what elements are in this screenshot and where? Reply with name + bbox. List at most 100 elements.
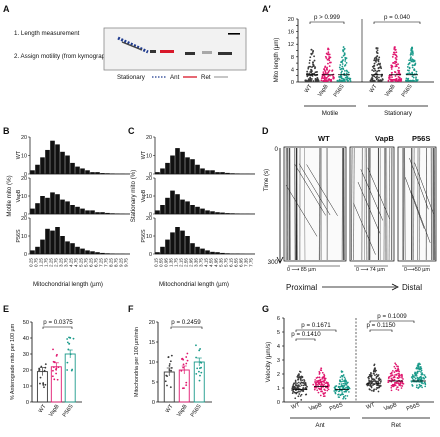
data-point <box>42 382 45 384</box>
data-point <box>301 379 304 382</box>
data-point <box>298 374 300 376</box>
histogram-bar <box>180 230 185 254</box>
data-point <box>343 385 345 387</box>
data-point <box>182 363 185 366</box>
data-point <box>328 59 331 62</box>
data-point <box>373 79 376 82</box>
data-point <box>337 393 339 396</box>
data-point <box>198 349 201 352</box>
histogram-bar <box>175 227 180 254</box>
data-point <box>69 353 72 356</box>
data-point <box>324 65 327 68</box>
data-point <box>375 47 378 50</box>
legend-ret: Ret <box>201 74 211 81</box>
bar-scatter: 0 5 10 15 20 <box>149 320 205 406</box>
data-point <box>305 384 307 387</box>
data-point <box>164 380 167 383</box>
data-point <box>399 376 401 379</box>
data-point <box>371 69 374 72</box>
data-point <box>375 59 378 61</box>
data-point <box>340 79 343 82</box>
histogram-bar <box>185 236 190 254</box>
data-point <box>344 58 347 61</box>
histogram-bar <box>115 213 120 214</box>
data-point <box>349 80 352 82</box>
data-point <box>374 76 377 79</box>
histogram-bar <box>70 205 75 214</box>
data-point <box>323 69 326 71</box>
stationary-track <box>351 147 353 261</box>
data-point <box>406 78 409 80</box>
data-point <box>391 80 394 82</box>
x-tick-label: 0.55 <box>159 258 164 267</box>
scale-vapb: 0 ⟶ 74 µm <box>356 267 385 273</box>
histogram-bar <box>45 197 50 214</box>
histogram-bar <box>185 157 190 174</box>
data-point <box>340 383 343 385</box>
data-point <box>374 370 377 373</box>
scatter-points <box>304 46 419 82</box>
data-point <box>342 67 344 70</box>
x-tick-label: 5.25 <box>79 258 84 267</box>
x-tick-label: 5.75 <box>84 258 89 267</box>
data-point <box>297 390 300 393</box>
data-point <box>199 348 201 350</box>
data-point <box>376 75 378 78</box>
data-point <box>424 385 427 388</box>
histogram-bar <box>195 164 200 174</box>
data-point <box>418 362 420 365</box>
data-point <box>390 372 393 375</box>
data-point <box>314 379 317 381</box>
data-point <box>405 79 407 82</box>
data-point <box>375 373 378 376</box>
histogram-bar <box>50 140 55 174</box>
x-tick-label: 7.35 <box>244 258 249 267</box>
panel-g: G Velocity (µm/s) 0 1 2 3 4 5 6 p = 0.1410 p =… <box>262 304 434 429</box>
data-point <box>44 366 47 369</box>
data-point <box>394 65 397 68</box>
histogram-bar <box>75 206 80 214</box>
data-point <box>296 382 298 385</box>
data-point <box>424 376 427 379</box>
data-point <box>395 388 398 390</box>
y-bottom: 300 <box>268 259 279 266</box>
motility-legend: Stationary Ant Ret <box>117 74 228 81</box>
data-point <box>343 80 346 82</box>
data-point <box>377 67 380 69</box>
stationary-track <box>342 147 344 261</box>
data-point <box>323 78 326 81</box>
data-point <box>410 49 413 52</box>
data-point <box>299 385 301 388</box>
data-point <box>44 363 47 366</box>
data-point <box>339 394 342 397</box>
data-point <box>408 59 411 62</box>
data-point <box>344 378 347 380</box>
data-point <box>314 80 317 82</box>
histogram-bar <box>180 151 185 174</box>
y-tick-label: 1 <box>277 386 280 392</box>
data-point <box>337 396 340 398</box>
y-tick-label: 5 <box>277 330 280 336</box>
histogram-bar <box>55 194 60 214</box>
data-point <box>375 61 377 63</box>
data-point <box>328 65 331 68</box>
data-point <box>397 375 400 377</box>
histogram-bar <box>65 201 70 214</box>
data-point <box>412 59 415 61</box>
data-point <box>52 366 55 369</box>
group-motile: Motile <box>322 110 339 117</box>
data-point <box>413 60 416 63</box>
scale-bar <box>228 33 240 35</box>
y-tick-label: 0 <box>149 172 152 178</box>
histogram-bar <box>220 172 225 174</box>
y-tick-label: 50 <box>23 320 29 326</box>
histogram-bar <box>155 210 160 214</box>
histogram-bar <box>110 253 115 254</box>
panel-b: B Motile mito (%) WT VapB P56S 010200102… <box>3 126 130 288</box>
data-point <box>342 59 344 61</box>
data-point <box>395 51 398 54</box>
data-point <box>293 387 296 390</box>
data-point <box>38 369 40 372</box>
histogram-bar <box>160 246 165 254</box>
tick-p56s: P56S <box>190 403 203 418</box>
